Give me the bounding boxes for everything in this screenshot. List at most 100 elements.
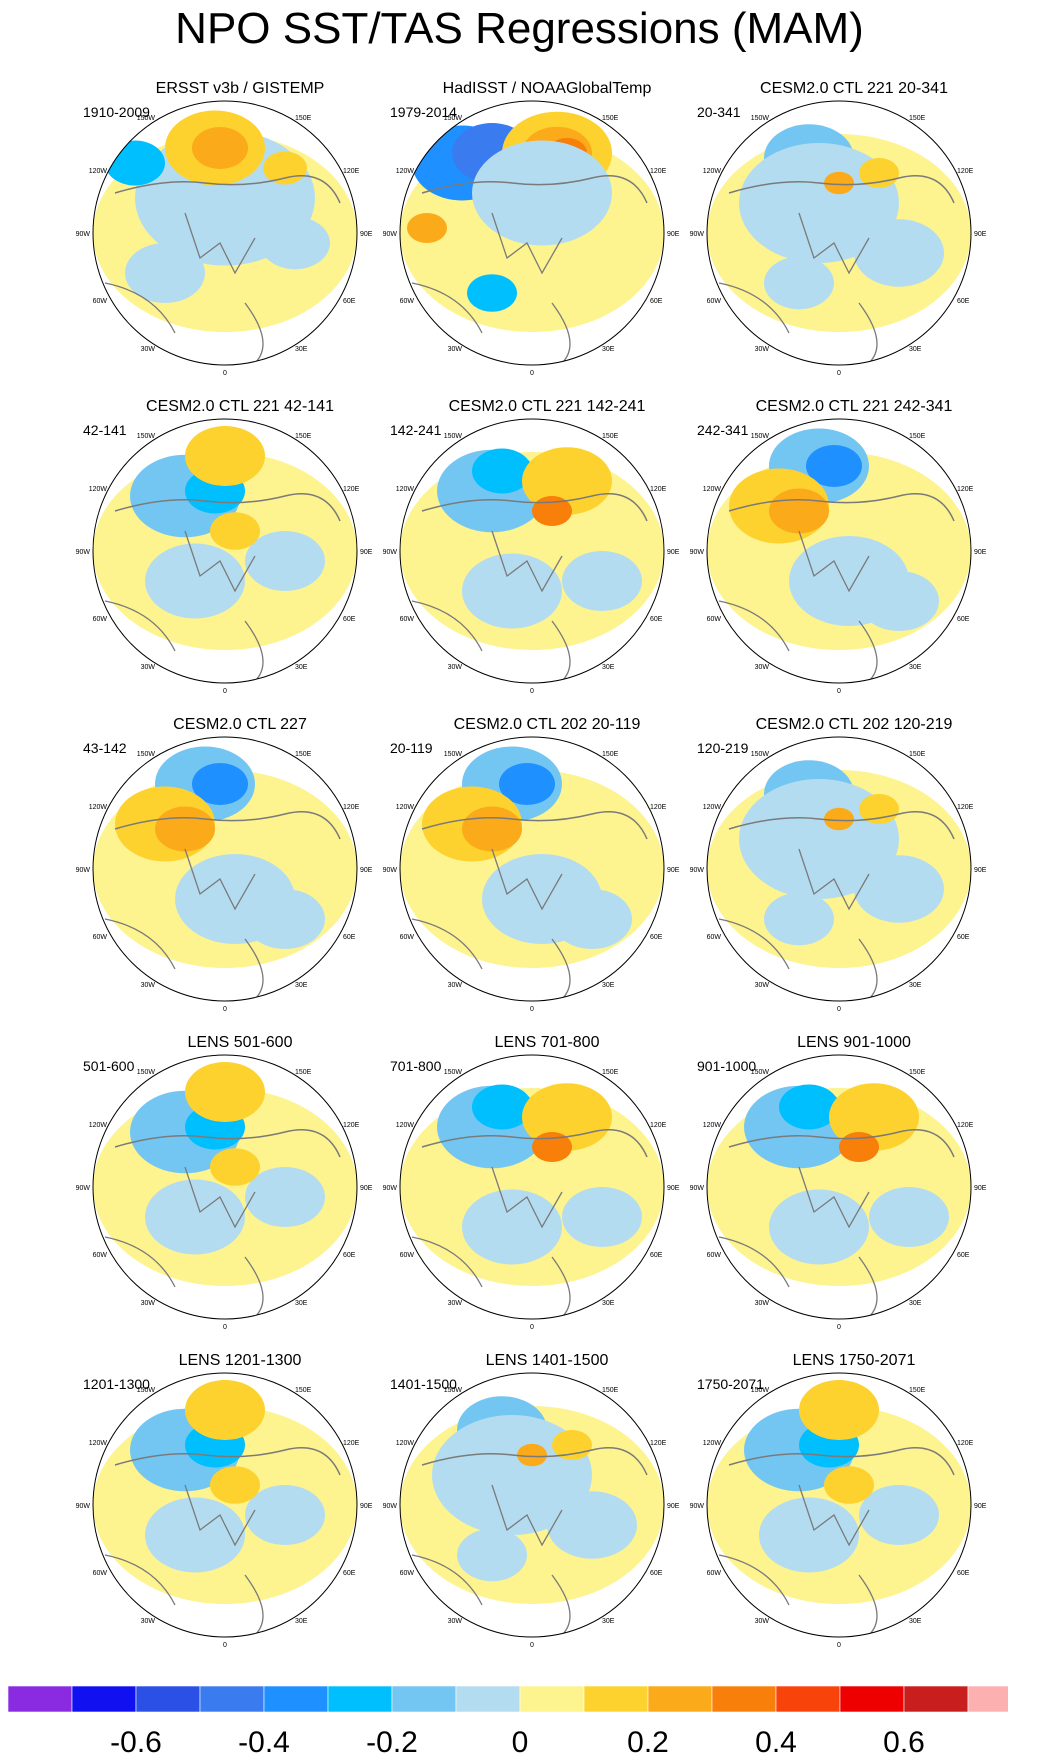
map-label-ll: 60W xyxy=(707,1252,722,1259)
map-border xyxy=(92,1372,358,1638)
map-label-lr: 60E xyxy=(343,616,356,623)
shading-region xyxy=(517,1443,547,1467)
shading-region xyxy=(462,806,522,852)
map-label-ul: 120W xyxy=(703,1440,722,1447)
colorbar-tick-label: -0.2 xyxy=(366,1726,418,1759)
map-label-br: 30E xyxy=(295,1618,308,1625)
colorbar-swatch xyxy=(519,1686,585,1713)
colorbar-tick-label: 0.2 xyxy=(627,1726,669,1759)
shading-region xyxy=(472,448,532,494)
map-label-tl: 150W xyxy=(137,1387,156,1394)
colorbar-swatch xyxy=(263,1686,329,1713)
shading-region xyxy=(245,889,325,949)
map-label-bl: 30W xyxy=(141,664,156,671)
map-label-br: 30E xyxy=(295,1300,308,1307)
coastline xyxy=(491,530,563,593)
map-label-mr: 90E xyxy=(974,231,987,238)
coastline xyxy=(421,1129,648,1158)
map-label-ul: 120W xyxy=(703,1122,722,1129)
map-panel: LENS 501-600180 150W 150E 120W 120E 90W 90E 60W… xyxy=(75,1034,415,1352)
panel-period: 1910-2009 xyxy=(83,104,150,120)
colorbar-swatch xyxy=(967,1686,1008,1713)
map-label-lr: 60E xyxy=(957,1570,970,1577)
map-label-ml: 90W xyxy=(76,867,91,874)
map-label-br: 30E xyxy=(602,1300,615,1307)
coastline xyxy=(184,1166,256,1229)
shading-region xyxy=(562,551,642,611)
shading-region xyxy=(764,256,834,310)
coastline xyxy=(184,530,256,593)
map-border xyxy=(92,736,358,1002)
map-label-mr: 90E xyxy=(667,1503,680,1510)
map-label-ml: 90W xyxy=(383,1185,398,1192)
map-label-ul: 120W xyxy=(396,1440,415,1447)
map-label-ll: 60W xyxy=(707,1570,722,1577)
map-label-ml: 90W xyxy=(383,1503,398,1510)
map-label-ul: 120W xyxy=(703,486,722,493)
map-label-lr: 60E xyxy=(957,616,970,623)
map-label-tr: 150E xyxy=(602,1387,619,1394)
map-label-lr: 60E xyxy=(650,616,663,623)
map-label-ll: 60W xyxy=(400,616,415,623)
map-label-bottom: 0 xyxy=(837,688,841,695)
map-label-bl: 30W xyxy=(448,346,463,353)
map-label-mr: 90E xyxy=(360,549,373,556)
map-label-br: 30E xyxy=(295,664,308,671)
polar-map: 180 150W 150E 120W 120E 90W 90E 60W 60E 30W 30E 0 xyxy=(690,1052,987,1331)
map-label-bottom: 0 xyxy=(530,370,534,377)
map-label-ur: 120E xyxy=(650,168,667,175)
map-label-mr: 90E xyxy=(974,1503,987,1510)
map-label-ml: 90W xyxy=(690,549,705,556)
colorbar-swatch xyxy=(583,1686,649,1713)
polar-map: 180 150W 150E 120W 120E 90W 90E 60W 60E 30W 30E 0 xyxy=(383,1370,680,1649)
shading-region xyxy=(859,1485,939,1545)
colorbar-swatch xyxy=(391,1686,457,1713)
map-label-bottom: 0 xyxy=(837,370,841,377)
map-label-lr: 60E xyxy=(650,934,663,941)
map-border xyxy=(399,736,665,1002)
map-panel: CESM2.0 CTL 221 142-241180 150W 150E 120W 12… xyxy=(382,398,722,716)
map-label-mr: 90E xyxy=(667,867,680,874)
shading-region xyxy=(210,1466,260,1504)
map-label-top: 180 xyxy=(526,1370,538,1372)
panel-period: 701-800 xyxy=(390,1058,442,1074)
map-label-ul: 120W xyxy=(396,804,415,811)
polar-map: 180 150W 150E 120W 120E 90W 90E 60W 60E 30W 30E 0 xyxy=(383,98,680,377)
shading-region xyxy=(467,274,517,312)
map-label-bl: 30W xyxy=(755,1300,770,1307)
map-label-lr: 60E xyxy=(957,298,970,305)
map-label-tr: 150E xyxy=(602,751,619,758)
map-label-ml: 90W xyxy=(383,867,398,874)
map-label-ur: 120E xyxy=(650,804,667,811)
map-label-br: 30E xyxy=(602,982,615,989)
panel-period: 43-142 xyxy=(83,740,127,756)
coastline xyxy=(104,282,264,364)
shading-region xyxy=(192,763,248,805)
coastline xyxy=(718,1554,878,1636)
map-label-top: 180 xyxy=(526,1052,538,1054)
map-label-br: 30E xyxy=(295,982,308,989)
map-label-lr: 60E xyxy=(343,1252,356,1259)
polar-map: 180 150W 150E 120W 120E 90W 90E 60W 60E 30W 30E 0 xyxy=(690,98,987,377)
map-label-bottom: 0 xyxy=(223,688,227,695)
shading-region xyxy=(859,571,939,631)
map-label-ll: 60W xyxy=(400,1570,415,1577)
shading-region xyxy=(854,855,944,923)
polar-map: 180 150W 150E 120W 120E 90W 90E 60W 60E 30W 30E 0 xyxy=(76,416,373,695)
panel-title: LENS 1201-1300 xyxy=(178,1352,302,1369)
map-label-ll: 60W xyxy=(400,934,415,941)
map-label-ul: 120W xyxy=(89,168,108,175)
panel-period: 20-119 xyxy=(390,740,433,756)
map-label-tr: 150E xyxy=(909,115,926,122)
polar-map: 180 150W 150E 120W 120E 90W 90E 60W 60E 30W 30E 0 xyxy=(383,734,680,1013)
coastline xyxy=(798,530,870,593)
panel-title: LENS 1750-2071 xyxy=(792,1352,916,1369)
map-label-mr: 90E xyxy=(667,549,680,556)
coastline xyxy=(728,811,955,840)
panel-period: 1750-2071 xyxy=(697,1376,764,1392)
shading-region xyxy=(869,1187,949,1247)
map-label-ul: 120W xyxy=(89,486,108,493)
map-panel: CESM2.0 CTL 221 20-341180 150W 150E 120W 120… xyxy=(689,80,1029,398)
colorbar-tick-label: -0.6 xyxy=(110,1726,162,1759)
map-panel: CESM2.0 CTL 202 120-219180 150W 150E 120W 12… xyxy=(689,716,1029,1034)
